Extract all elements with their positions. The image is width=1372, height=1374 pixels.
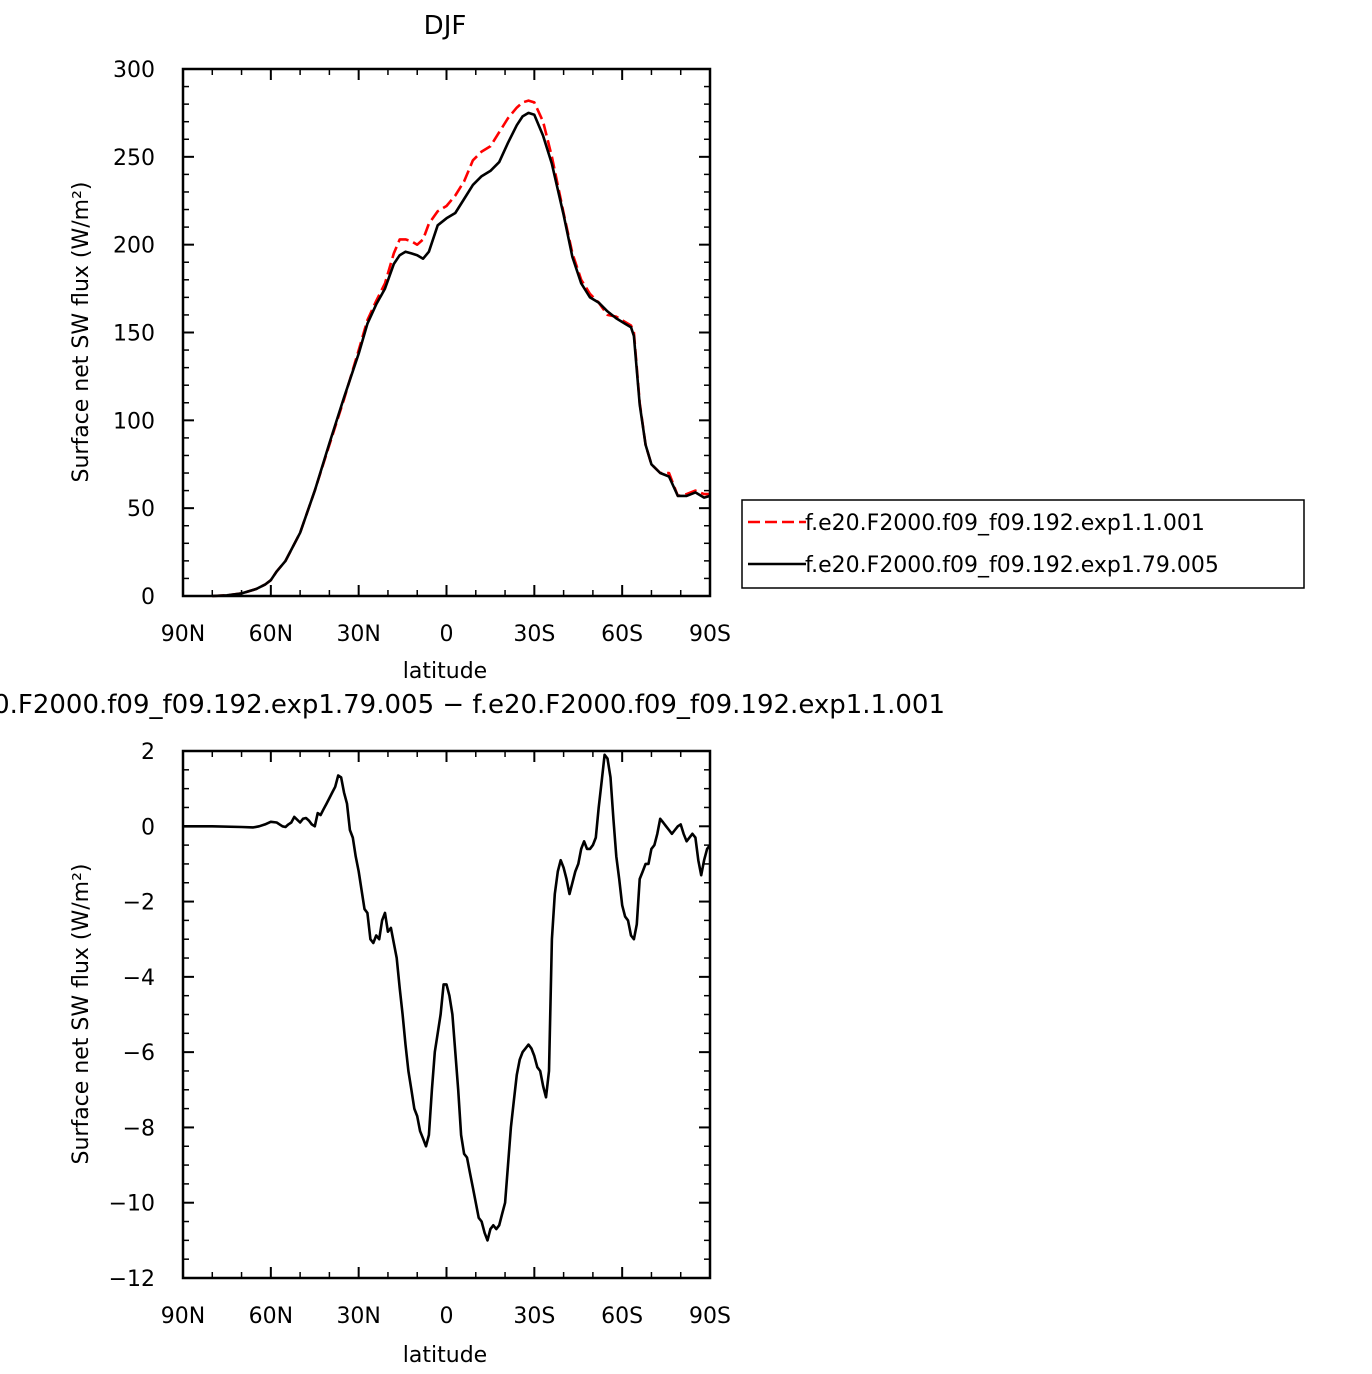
top-x-tick-label: 0 <box>440 622 454 647</box>
bottom-y-tick-label: −8 <box>123 1116 155 1141</box>
legend-label-series-1: f.e20.F2000.f09_f09.192.exp1.1.001 <box>805 511 1205 536</box>
top-x-tick-label: 30N <box>336 622 380 647</box>
bottom-y-tick-label: 2 <box>141 740 155 765</box>
top-x-tick-label: 90S <box>689 622 731 647</box>
bottom-y-tick-label: −4 <box>123 966 155 991</box>
top-y-tick-label: 0 <box>141 585 155 610</box>
top-plot-frame <box>181 67 712 598</box>
top-series-lines <box>212 99 711 598</box>
legend-box <box>741 499 1305 589</box>
top-y-tick-label: 50 <box>127 497 155 522</box>
top-chart-title: DJF <box>424 11 467 41</box>
bottom-series-lines <box>183 753 712 1242</box>
bottom-y-tick-label: −6 <box>123 1041 155 1066</box>
top-series-line-2 <box>212 111 711 598</box>
bottom-y-tick-label: −2 <box>123 891 155 916</box>
legend: f.e20.F2000.f09_f09.192.exp1.1.001 f.e20… <box>741 499 1305 589</box>
bottom-x-tick-label: 90N <box>161 1304 205 1329</box>
bottom-plot-frame <box>181 749 712 1280</box>
top-x-tick-label: 60S <box>601 622 643 647</box>
top-ticks: 90N 60N 30N 0 30S 60S 90S 0 50 100 150 200 250 300 <box>113 58 731 647</box>
top-x-tick-label: 90N <box>161 622 205 647</box>
top-panel: DJF 90N 60N 30N 0 30S 60S 90S 0 50 100 150 200 250 30… <box>69 11 1305 684</box>
top-y-tick-label: 150 <box>113 322 155 347</box>
bottom-y-axis-title: Surface net SW flux (W/m²) <box>69 863 94 1164</box>
top-y-tick-label: 300 <box>113 58 155 83</box>
bottom-x-tick-label: 0 <box>440 1304 454 1329</box>
bottom-x-tick-label: 90S <box>689 1304 731 1329</box>
bottom-y-tick-label: 0 <box>141 815 155 840</box>
bottom-ticks: 90N 60N 30N 0 30S 60S 90S −12 −10 −8 −6 −4 −2 0 2 <box>109 740 731 1329</box>
bottom-x-tick-label: 60N <box>249 1304 293 1329</box>
bottom-series-line-1 <box>183 753 712 1242</box>
legend-label-series-2: f.e20.F2000.f09_f09.192.exp1.79.005 <box>805 553 1219 578</box>
top-y-tick-label: 100 <box>113 409 155 434</box>
top-x-tick-label: 30S <box>513 622 555 647</box>
top-x-tick-label: 60N <box>249 622 293 647</box>
top-y-tick-label: 250 <box>113 146 155 171</box>
bottom-x-axis-title: latitude <box>403 1343 487 1368</box>
top-y-axis-title: Surface net SW flux (W/m²) <box>69 181 94 482</box>
bottom-x-tick-label: 30S <box>513 1304 555 1329</box>
bottom-chart-title: f.e20.F2000.f09_f09.192.exp1.79.005 − f.… <box>0 690 945 720</box>
bottom-x-tick-label: 60S <box>601 1304 643 1329</box>
bottom-panel: f.e20.F2000.f09_f09.192.exp1.79.005 − f.… <box>0 690 945 1368</box>
top-x-axis-title: latitude <box>403 659 487 684</box>
bottom-y-tick-label: −12 <box>109 1267 155 1292</box>
top-y-tick-label: 200 <box>113 234 155 259</box>
bottom-y-tick-label: −10 <box>109 1192 155 1217</box>
bottom-x-tick-label: 30N <box>336 1304 380 1329</box>
